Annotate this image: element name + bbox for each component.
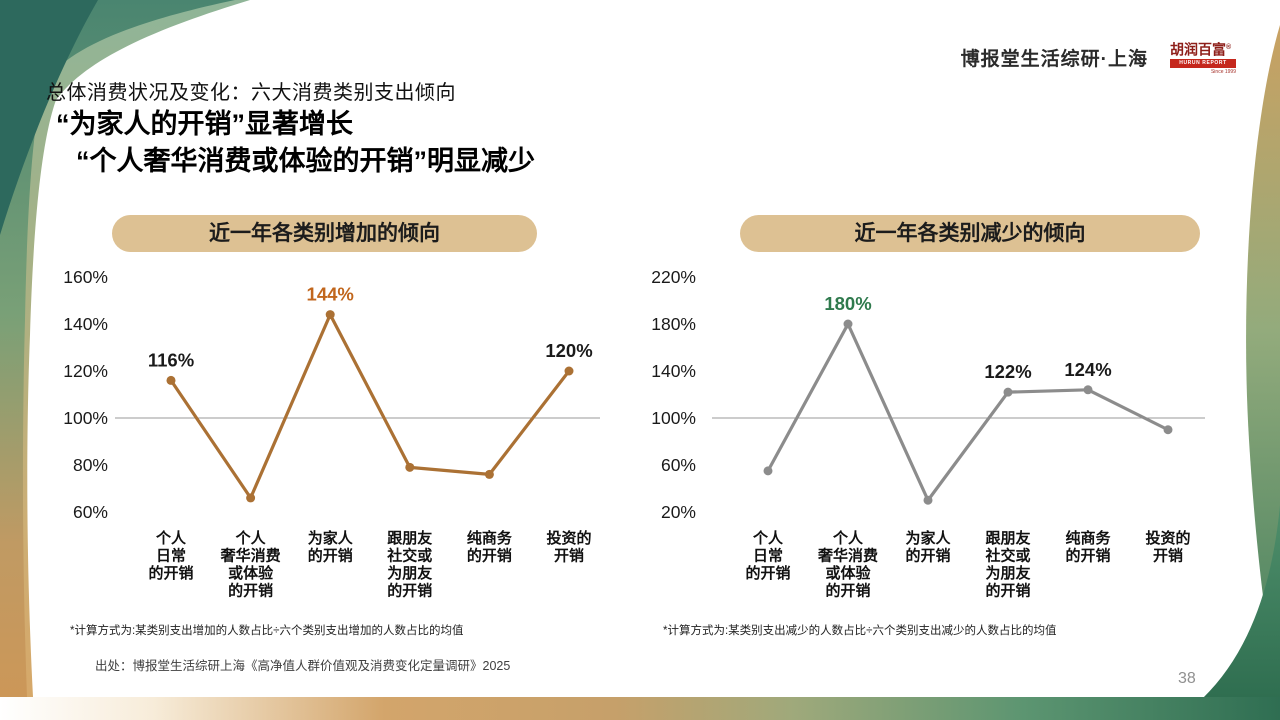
registered-mark-icon: ® [1226, 44, 1232, 51]
deco-left-dark-wedge [0, 0, 98, 235]
svg-text:220%: 220% [651, 267, 696, 287]
svg-text:开销: 开销 [1153, 547, 1183, 565]
svg-text:20%: 20% [661, 502, 696, 522]
svg-text:个人: 个人 [752, 529, 784, 547]
decrease-chart-footnote: *计算方式为:某类别支出减少的人数占比÷六个类别支出减少的人数占比的均值 [663, 625, 1057, 637]
headline-line2: “个人奢华消费或体验的开销”明显减少 [76, 146, 535, 176]
deco-bottom-bar [0, 697, 1280, 720]
source-note: 出处：博报堂生活综研上海《高净值人群价值观及消费变化定量调研》2025 [95, 659, 511, 673]
svg-text:跟朋友: 跟朋友 [387, 529, 432, 547]
slide-headline: “为家人的开销”显著增长 “个人奢华消费或体验的开销”明显减少 [56, 106, 535, 180]
deco-right-crescent [1246, 25, 1280, 705]
hurun-logo-cn: 胡润百富® [1170, 41, 1232, 58]
svg-text:的开销: 的开销 [825, 582, 870, 600]
svg-text:日常: 日常 [156, 547, 186, 565]
svg-text:的开销: 的开销 [387, 582, 432, 600]
brand-name: 博报堂生活综研·上海 [960, 48, 1148, 70]
svg-text:120%: 120% [63, 361, 108, 381]
svg-text:180%: 180% [651, 314, 696, 334]
svg-text:180%: 180% [824, 293, 871, 314]
header: 博报堂生活综研·上海 胡润百富® HURUN REPORT Since 1999 [961, 40, 1236, 75]
svg-text:的开销: 的开销 [1065, 547, 1110, 565]
svg-text:140%: 140% [63, 314, 108, 334]
deco-bottom-right [1203, 505, 1280, 698]
slide-kicker: 总体消费状况及变化：六大消费类别支出倾向 [46, 82, 456, 104]
svg-text:社交或: 社交或 [984, 547, 1030, 565]
svg-text:144%: 144% [307, 284, 354, 305]
increase-chart-panel: 近一年各类别增加的倾向 160% 140% 120% 100% 80% 60% 116% 14… [60, 210, 620, 638]
hurun-logo-en: HURUN REPORT [1170, 58, 1236, 68]
svg-text:的开销: 的开销 [985, 582, 1030, 600]
svg-text:为朋友: 为朋友 [985, 564, 1030, 582]
decrease-chart-panel: 近一年各类别减少的倾向 220% 180% 140% 100% 60% 20% 180% 12… [648, 210, 1208, 638]
svg-text:为家人: 为家人 [905, 529, 951, 547]
svg-text:奢华消费: 奢华消费 [817, 547, 878, 565]
svg-text:的开销: 的开销 [467, 547, 512, 565]
svg-text:的开销: 的开销 [745, 564, 790, 582]
svg-text:投资的: 投资的 [1145, 529, 1190, 547]
svg-text:奢华消费: 奢华消费 [220, 547, 281, 565]
svg-text:的开销: 的开销 [228, 582, 273, 600]
svg-text:或体验: 或体验 [825, 564, 871, 582]
svg-text:投资的: 投资的 [546, 529, 591, 547]
svg-text:116%: 116% [148, 349, 194, 370]
hurun-logo: 胡润百富® HURUN REPORT Since 1999 [1170, 40, 1236, 75]
svg-text:的开销: 的开销 [905, 547, 950, 565]
svg-text:为家人: 为家人 [308, 529, 354, 547]
svg-text:个人: 个人 [235, 529, 267, 547]
headline-line1: “为家人的开销”显著增长 [56, 109, 353, 139]
svg-text:124%: 124% [1064, 359, 1111, 380]
decrease-chart-title: 近一年各类别减少的倾向 [740, 215, 1200, 252]
svg-text:个人: 个人 [832, 529, 864, 547]
svg-text:日常: 日常 [753, 547, 783, 565]
svg-text:纯商务: 纯商务 [467, 529, 513, 547]
increase-chart-footnote: *计算方式为:某类别支出增加的人数占比÷六个类别支出增加的人数占比的均值 [70, 625, 464, 637]
svg-text:的开销: 的开销 [148, 564, 193, 582]
svg-text:100%: 100% [651, 408, 696, 428]
svg-text:80%: 80% [73, 455, 108, 475]
svg-text:60%: 60% [73, 502, 108, 522]
page-number: 38 [1178, 670, 1196, 687]
hurun-logo-since: Since 1999 [1210, 68, 1236, 75]
svg-text:社交或: 社交或 [386, 547, 432, 565]
decrease-line-chart: 220%180%140%100%60%20%180%122% 124%个人日常的开… [651, 267, 1205, 600]
svg-text:60%: 60% [661, 455, 696, 475]
svg-text:纯商务: 纯商务 [1065, 529, 1111, 547]
svg-text:160%: 160% [63, 267, 108, 287]
svg-text:或体验: 或体验 [228, 564, 274, 582]
svg-text:122%: 122% [984, 361, 1031, 382]
svg-text:100%: 100% [63, 408, 108, 428]
svg-text:120%: 120% [545, 340, 592, 361]
svg-text:跟朋友: 跟朋友 [985, 529, 1030, 547]
svg-text:的开销: 的开销 [308, 547, 353, 565]
svg-text:为朋友: 为朋友 [387, 564, 432, 582]
svg-text:140%: 140% [651, 361, 696, 381]
increase-line-chart: 160%140%120%100%80%60%116%144%120%个人日常的开… [63, 267, 600, 600]
svg-text:个人: 个人 [155, 529, 187, 547]
increase-chart-title: 近一年各类别增加的倾向 [112, 215, 537, 252]
svg-text:开销: 开销 [554, 547, 584, 565]
